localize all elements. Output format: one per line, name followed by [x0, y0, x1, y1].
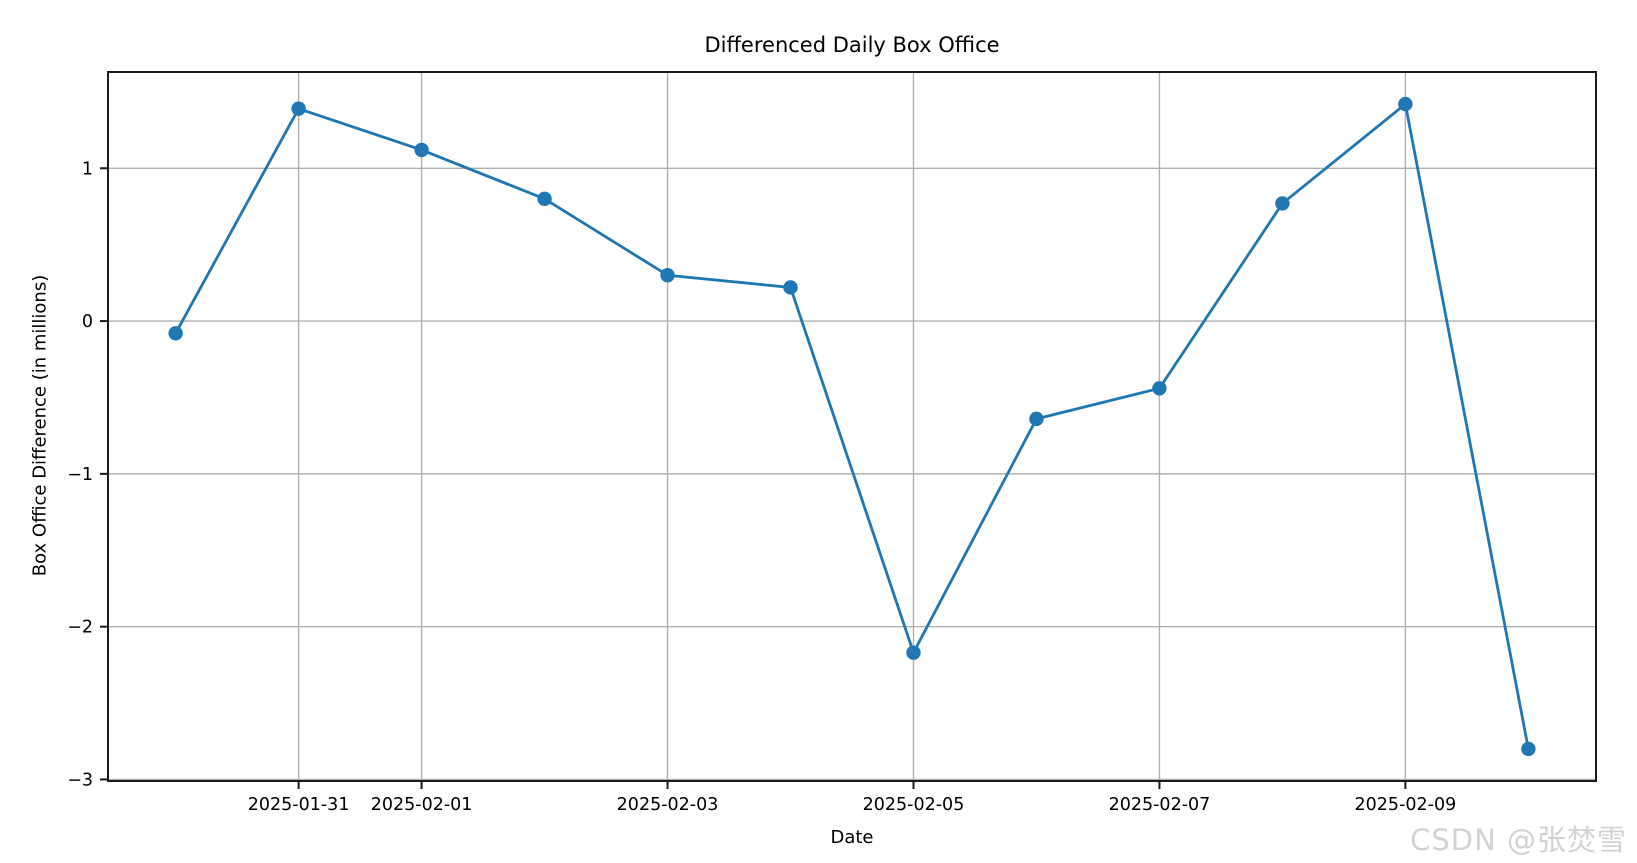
axes-box	[107, 71, 1597, 782]
data-point	[537, 191, 552, 207]
data-point	[1029, 411, 1044, 427]
data-line	[174, 102, 1530, 751]
x-tick-label: 2025-02-01	[371, 795, 473, 815]
data-point	[1398, 96, 1413, 112]
y-axis-label: Box Office Difference (in millions)	[29, 274, 51, 577]
y-tick-label: −1	[67, 465, 93, 485]
watermark: CSDN @张焚雪	[1410, 823, 1627, 857]
data-point	[1521, 741, 1536, 757]
x-tick-label: 2025-02-05	[863, 795, 965, 815]
data-point	[168, 326, 183, 341]
x-tick-label: 2025-02-03	[617, 795, 719, 815]
y-tick-label: −2	[67, 618, 93, 638]
data-point	[1275, 196, 1290, 211]
data-point	[783, 280, 798, 295]
chart-title: Differenced Daily Box Office	[704, 33, 1000, 57]
data-point	[906, 645, 921, 660]
x-tick-label: 2025-01-31	[248, 795, 350, 815]
x-tick-label: 2025-02-09	[1355, 795, 1457, 815]
data-point	[291, 101, 306, 116]
y-tick-label: 0	[82, 312, 93, 332]
x-axis-label: Date	[830, 827, 874, 848]
x-tick-label: 2025-02-07	[1109, 795, 1211, 815]
data-point	[414, 142, 429, 158]
data-point	[660, 268, 675, 283]
data-point	[1152, 381, 1167, 396]
y-tick-label: −3	[67, 770, 93, 790]
y-tick-label: 1	[82, 159, 93, 179]
